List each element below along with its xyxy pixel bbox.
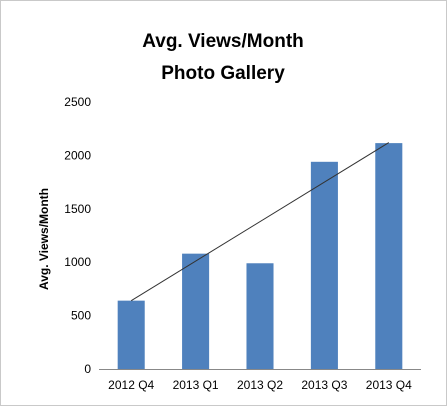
y-tick-label: 2000 xyxy=(64,148,91,162)
bar-2013-q2 xyxy=(246,263,274,369)
chart-subtitle: Photo Gallery xyxy=(161,63,285,84)
x-tick-label: 2013 Q4 xyxy=(366,378,412,392)
bar-2013-q1 xyxy=(182,253,210,369)
x-tick-label: 2013 Q2 xyxy=(237,378,283,392)
x-tick-label: 2013 Q3 xyxy=(301,378,347,392)
bar-2012-q4 xyxy=(117,300,145,369)
y-tick-label: 500 xyxy=(71,309,91,323)
bar-2013-q3 xyxy=(310,161,338,369)
bar-2013-q4 xyxy=(375,143,403,369)
y-tick-label: 0 xyxy=(84,362,91,376)
y-tick-label: 1500 xyxy=(64,202,91,216)
y-axis-label: Avg. Views/Month xyxy=(37,188,51,290)
y-tick-label: 1000 xyxy=(64,255,91,269)
y-tick-label: 2500 xyxy=(64,95,91,109)
x-tick-label: 2013 Q1 xyxy=(173,378,219,392)
chart-title: Avg. Views/Month xyxy=(142,31,304,52)
trendline xyxy=(130,142,390,302)
x-tick-label: 2012 Q4 xyxy=(108,378,154,392)
